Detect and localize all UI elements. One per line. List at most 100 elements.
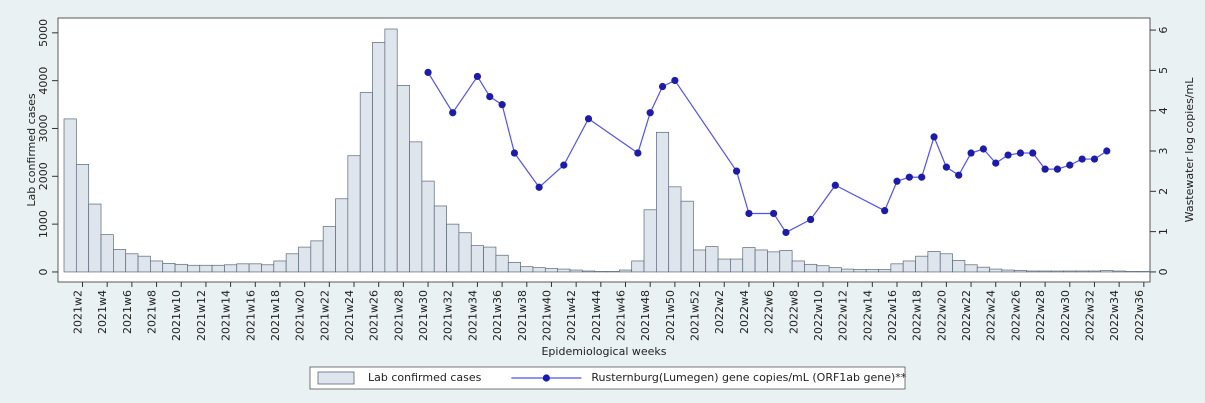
x-tick-label: 2021w2 xyxy=(72,290,85,334)
bar xyxy=(656,131,670,273)
legend-label: Lab confirmed cases xyxy=(368,371,482,384)
x-tick-label: 2022w18 xyxy=(911,290,924,341)
bar xyxy=(347,155,361,273)
bar xyxy=(853,269,867,273)
x-tick-label: 2021w18 xyxy=(269,290,282,341)
bar xyxy=(816,265,830,273)
x-tick-label: 2021w40 xyxy=(540,290,553,341)
x-tick-label: 2022w8 xyxy=(787,290,800,334)
bar xyxy=(569,269,583,273)
x-tick-label: 2021w28 xyxy=(392,290,405,341)
bar xyxy=(754,249,768,273)
legend-box xyxy=(309,366,906,390)
bar xyxy=(1063,270,1077,273)
line-segment xyxy=(649,86,664,113)
x-tick-label: 2021w34 xyxy=(466,290,479,341)
line-segment xyxy=(674,80,738,172)
bar xyxy=(1100,270,1114,273)
bar xyxy=(730,258,744,273)
line-segment xyxy=(501,104,516,154)
x-tick-label: 2021w48 xyxy=(639,290,652,341)
bar xyxy=(915,255,929,273)
x-tick-label: 2021w44 xyxy=(590,290,603,341)
line-marker xyxy=(424,68,432,77)
bar xyxy=(791,260,805,273)
bar xyxy=(878,269,892,273)
bar xyxy=(717,258,731,273)
line-segment xyxy=(773,213,787,233)
bar xyxy=(952,260,966,273)
x-tick-label: 2021w6 xyxy=(121,290,134,334)
line-marker xyxy=(498,101,506,109)
bar xyxy=(865,269,879,273)
bar xyxy=(742,247,756,273)
line-marker xyxy=(584,115,593,123)
bar xyxy=(927,251,941,273)
bar xyxy=(261,264,275,273)
x-tick-label: 2021w36 xyxy=(491,290,504,341)
bar xyxy=(75,163,90,273)
line-segment xyxy=(785,218,811,233)
bar xyxy=(989,268,1003,273)
bar xyxy=(335,198,349,273)
line-segment xyxy=(427,72,454,114)
x-tick-label: 2022w14 xyxy=(861,290,874,341)
bar xyxy=(557,268,571,273)
line-segment xyxy=(513,152,540,188)
line-marker xyxy=(560,161,568,169)
bar xyxy=(668,186,682,273)
line-marker xyxy=(449,109,457,117)
bar xyxy=(828,267,842,273)
bar xyxy=(458,232,472,273)
line-marker xyxy=(1103,147,1111,155)
line-marker xyxy=(535,183,543,191)
bar xyxy=(248,263,262,273)
x-tick-label: 2021w20 xyxy=(294,290,307,341)
y-tick-label: 0 xyxy=(37,268,50,275)
y-axis-title: Lab confirmed cases xyxy=(25,93,38,207)
legend: Lab confirmed cases Rusternburg(Lumegen) … xyxy=(309,366,907,390)
bar xyxy=(964,264,978,273)
x-tick-label: 2022w2 xyxy=(713,290,726,334)
bar xyxy=(581,270,596,273)
bar xyxy=(532,267,546,273)
x-tick-label: 2022w32 xyxy=(1083,290,1096,341)
line-marker xyxy=(979,145,987,153)
line-marker xyxy=(807,215,815,224)
line-marker xyxy=(942,163,950,171)
line-marker xyxy=(1066,161,1074,169)
bar xyxy=(705,246,719,273)
y2-tick-label: 6 xyxy=(1157,27,1170,34)
line-marker xyxy=(831,181,839,189)
x-tick-label: 2022w34 xyxy=(1108,290,1121,341)
line-segment xyxy=(958,152,972,176)
x-tick-label: 2021w38 xyxy=(516,290,529,341)
line-marker xyxy=(992,159,1000,167)
bar xyxy=(359,92,373,273)
x-tick-label: 2021w52 xyxy=(689,290,702,341)
bar xyxy=(495,254,509,273)
y2-tick-label: 3 xyxy=(1157,148,1170,155)
line-segment xyxy=(921,136,935,178)
x-tick-label: 2021w26 xyxy=(368,290,381,341)
line-marker xyxy=(770,209,778,218)
line-marker xyxy=(1053,165,1062,173)
y2-axis-title: Wastewater log copies/mL xyxy=(1183,77,1196,223)
line-marker xyxy=(510,149,519,157)
bar xyxy=(273,260,287,273)
x-axis-title: Epidemiological weeks xyxy=(541,345,666,358)
y-tick-label: 5000 xyxy=(37,19,50,47)
x-tick-label: 2022w22 xyxy=(960,290,973,341)
bar xyxy=(507,262,521,273)
line-marker xyxy=(930,133,938,141)
plot-area xyxy=(57,17,1151,283)
line-segment xyxy=(933,136,947,168)
line-marker xyxy=(1090,155,1099,163)
x-tick-label: 2022w28 xyxy=(1034,290,1047,341)
x-tick-label: 2022w20 xyxy=(935,290,948,341)
bar xyxy=(211,264,225,273)
bar xyxy=(1050,270,1064,273)
bar xyxy=(643,209,657,273)
x-tick-label: 2021w10 xyxy=(170,290,183,341)
line-marker xyxy=(1078,155,1086,163)
